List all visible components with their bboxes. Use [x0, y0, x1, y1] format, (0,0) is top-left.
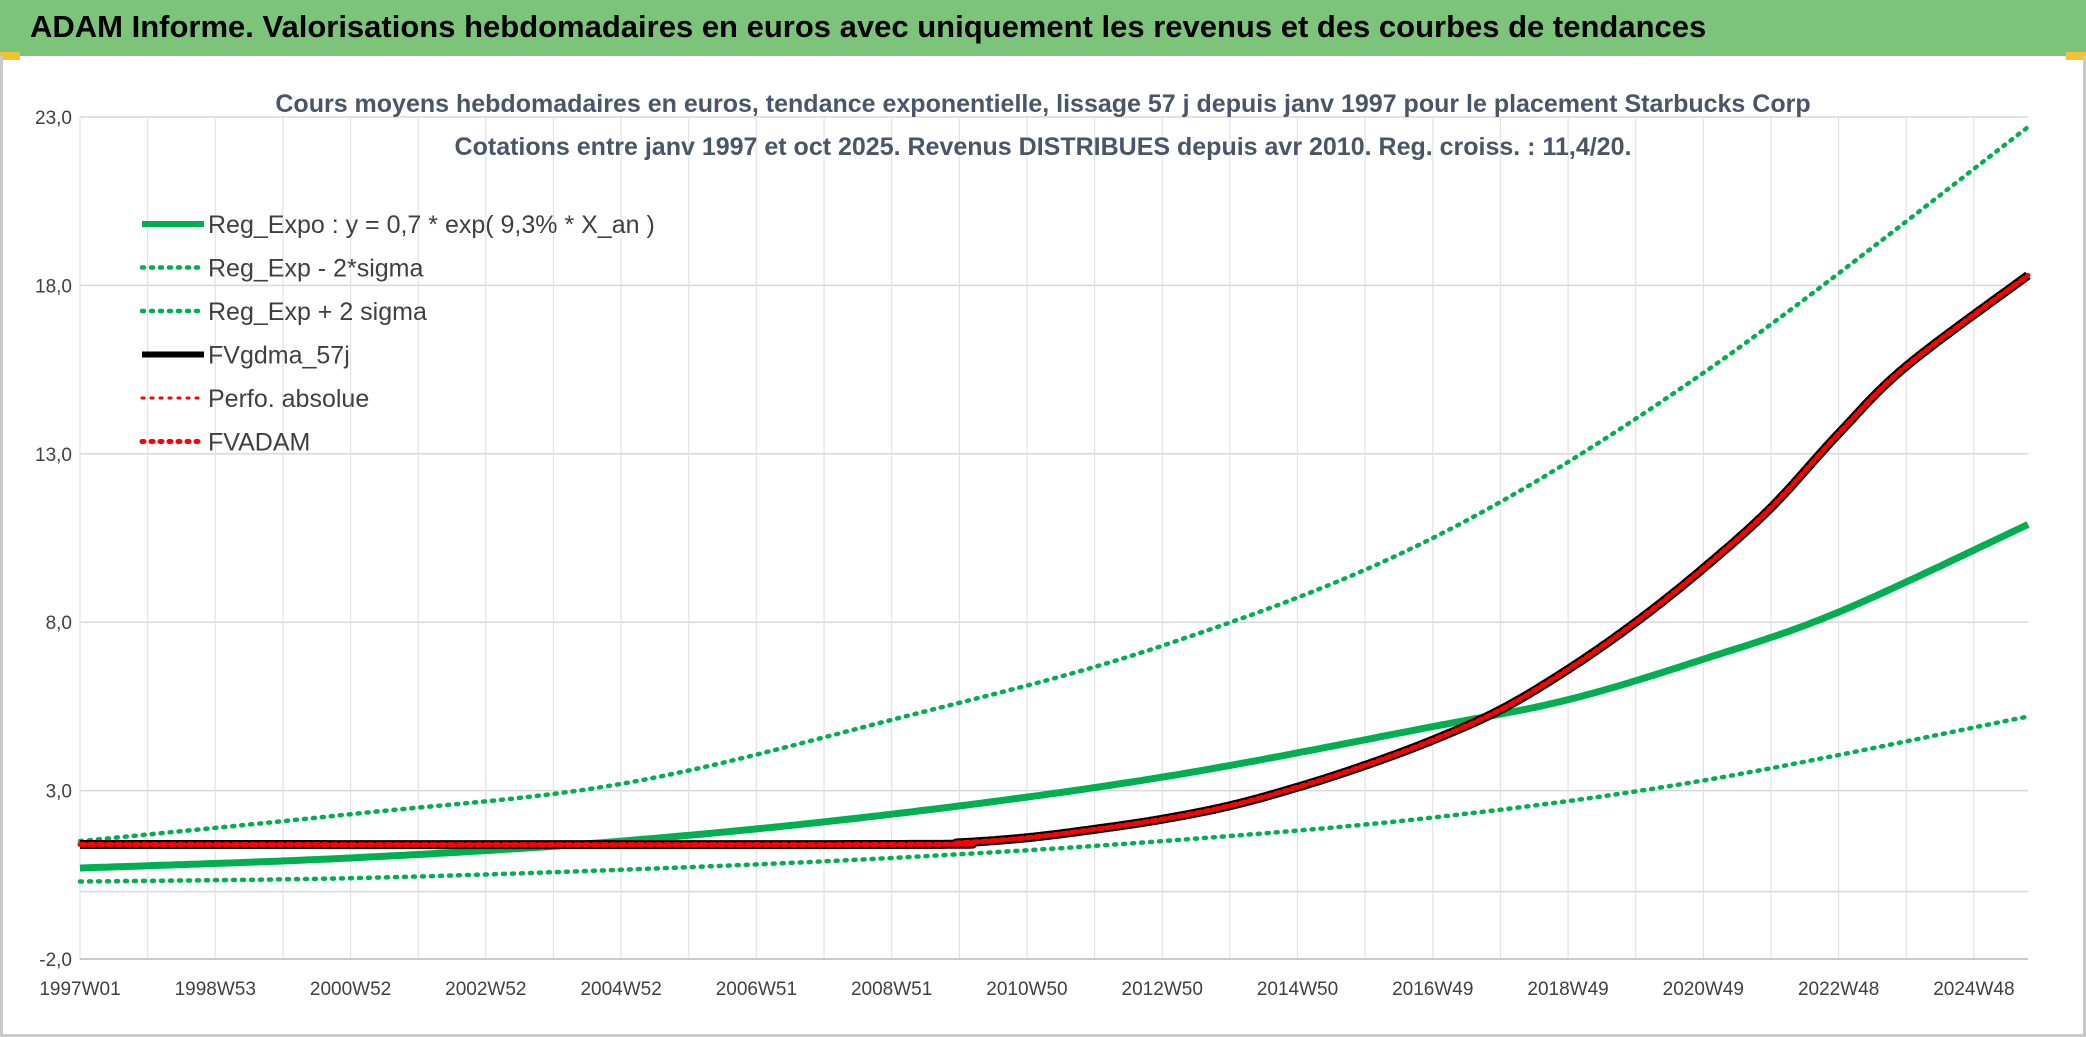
x-tick-label: 2002W52: [445, 979, 526, 1000]
series-line-4: [80, 271, 2031, 850]
series-lines: [77, 124, 2031, 884]
x-tick-label: 2014W50: [1257, 979, 1338, 1000]
grid-lines: [79, 116, 2028, 960]
series-line-1: [79, 521, 2030, 872]
series-line-3: [77, 124, 2031, 844]
legend-label: FVADAM: [208, 429, 310, 457]
x-tick-label: 2000W52: [310, 979, 391, 1000]
y-tick-label: -2,0: [39, 950, 72, 971]
x-tick-label: 2022W48: [1798, 979, 1879, 1000]
x-tick-label: 2010W50: [986, 979, 1067, 1000]
series-line-2: [77, 714, 2031, 884]
report-title: ADAM Informe. Valorisations hebdomadaire…: [30, 9, 1707, 44]
report-header: ADAM Informe. Valorisations hebdomadaire…: [0, 0, 2086, 56]
legend-label: Reg_Exp - 2*sigma: [208, 255, 423, 283]
corner-accent-left: [0, 52, 20, 60]
chart-subtitle: Cotations entre janv 1997 et oct 2025. R…: [455, 133, 1632, 161]
series-line-6: [77, 272, 2031, 848]
legend-label: Perfo. absolue: [208, 385, 369, 413]
y-tick-label: 13,0: [35, 445, 72, 466]
x-tick-label: 2004W52: [580, 979, 661, 1000]
x-tick-label: 2008W51: [851, 979, 932, 1000]
x-tick-label: 2006W51: [716, 979, 797, 1000]
series-line-5: [78, 273, 2030, 847]
x-tick-label: 2012W50: [1122, 979, 1203, 1000]
y-tick-label: 23,0: [35, 108, 72, 129]
x-tick-label: 1998W53: [175, 979, 256, 1000]
y-tick-label: 18,0: [35, 276, 72, 297]
x-tick-label: 2016W49: [1392, 979, 1473, 1000]
x-axis-ticks: 1997W01 1998W53 2000W52 2002W52 2004W52 2006W…: [39, 979, 2014, 1000]
y-tick-label: 3,0: [46, 782, 72, 803]
legend-label: Reg_Exp + 2 sigma: [208, 298, 427, 326]
y-axis-ticks: 23,0 18,0 13,0 8,0 3,0 -2,0: [35, 108, 72, 971]
x-tick-label: 2020W49: [1663, 979, 1744, 1000]
corner-accent-right: [2066, 52, 2086, 60]
x-tick-label: 2018W49: [1527, 979, 1608, 1000]
legend-label: Reg_Expo : y = 0,7 * exp( 9,3% * X_an ): [208, 211, 655, 239]
legend: Reg_Expo : y = 0,7 * exp( 9,3% * X_an ) R…: [139, 211, 655, 457]
chart-title: Cours moyens hebdomadaires en euros, ten…: [275, 90, 1810, 118]
x-tick-label: 1997W01: [39, 979, 120, 1000]
chart-frame: [0, 56, 2086, 1037]
y-tick-label: 8,0: [46, 613, 72, 634]
legend-label: FVgdma_57j: [208, 342, 350, 370]
x-tick-label: 2024W48: [1933, 979, 2014, 1000]
